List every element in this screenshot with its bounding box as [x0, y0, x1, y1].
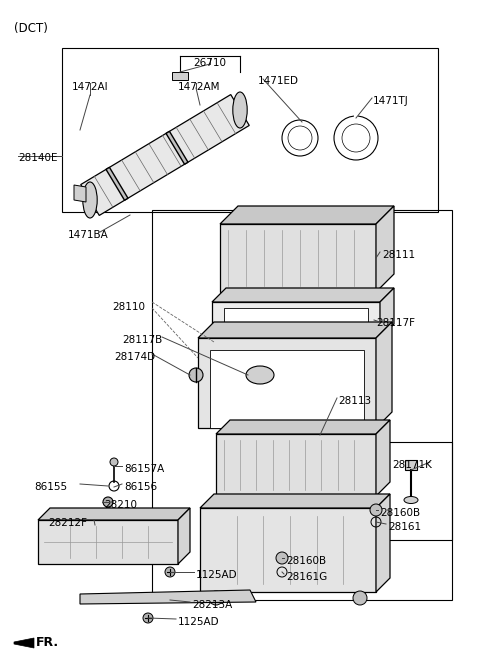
Polygon shape [198, 338, 376, 428]
Text: 28212F: 28212F [48, 518, 87, 528]
Bar [62, 48, 438, 212]
Polygon shape [220, 206, 394, 224]
Ellipse shape [404, 496, 418, 504]
Text: 28110: 28110 [112, 302, 145, 312]
Text: 28161: 28161 [388, 522, 421, 532]
Polygon shape [216, 420, 390, 434]
Text: 86157A: 86157A [124, 464, 164, 474]
Text: (DCT): (DCT) [14, 22, 48, 35]
Polygon shape [81, 94, 249, 215]
Polygon shape [178, 508, 190, 564]
Text: 86156: 86156 [124, 482, 157, 492]
Polygon shape [106, 167, 128, 200]
Text: 28117F: 28117F [376, 318, 415, 328]
Text: 1472AI: 1472AI [72, 82, 108, 92]
Polygon shape [200, 508, 376, 592]
Text: 1472AM: 1472AM [178, 82, 220, 92]
Text: 1471BA: 1471BA [68, 230, 109, 240]
Text: 28174D: 28174D [114, 352, 155, 362]
Polygon shape [220, 224, 376, 292]
Text: 1471TJ: 1471TJ [373, 96, 409, 106]
Ellipse shape [233, 92, 247, 128]
Polygon shape [200, 494, 390, 508]
Polygon shape [166, 131, 188, 165]
Text: 26710: 26710 [193, 58, 227, 68]
Text: 1471ED: 1471ED [258, 76, 299, 86]
Circle shape [276, 552, 288, 564]
Polygon shape [172, 72, 188, 80]
Text: FR.: FR. [36, 636, 59, 649]
Bar [370, 442, 452, 540]
Text: 28113: 28113 [338, 396, 371, 406]
Polygon shape [216, 434, 376, 496]
Circle shape [103, 497, 113, 507]
Polygon shape [14, 638, 34, 648]
Text: 28210: 28210 [104, 500, 137, 510]
Polygon shape [376, 494, 390, 592]
Polygon shape [38, 508, 190, 520]
Text: 28171K: 28171K [392, 460, 432, 470]
Bar [152, 210, 452, 600]
Text: 28111: 28111 [382, 250, 415, 260]
Circle shape [110, 458, 118, 466]
Text: 28117B: 28117B [122, 335, 162, 345]
Polygon shape [376, 206, 394, 292]
Polygon shape [405, 460, 417, 470]
Polygon shape [80, 590, 256, 604]
Text: 1125AD: 1125AD [178, 617, 220, 627]
Circle shape [353, 591, 367, 605]
Polygon shape [212, 302, 380, 338]
Polygon shape [212, 288, 394, 302]
Bar [210, 350, 364, 428]
Circle shape [189, 368, 203, 382]
Text: 1125AD: 1125AD [196, 570, 238, 580]
Polygon shape [38, 520, 178, 564]
Ellipse shape [246, 366, 274, 384]
Polygon shape [376, 322, 392, 428]
Text: 28160B: 28160B [286, 556, 326, 566]
Ellipse shape [83, 182, 97, 218]
Circle shape [165, 567, 175, 577]
Circle shape [209, 591, 223, 605]
Polygon shape [380, 288, 394, 338]
Bar [224, 308, 368, 332]
Text: 86155: 86155 [34, 482, 67, 492]
Circle shape [370, 504, 382, 516]
Polygon shape [198, 322, 392, 338]
Text: 28160B: 28160B [380, 508, 420, 518]
Text: 28161G: 28161G [286, 572, 327, 582]
Text: 28213A: 28213A [192, 600, 232, 610]
Circle shape [143, 613, 153, 623]
Polygon shape [376, 420, 390, 496]
Polygon shape [74, 185, 86, 202]
Text: 28140E: 28140E [18, 153, 58, 163]
